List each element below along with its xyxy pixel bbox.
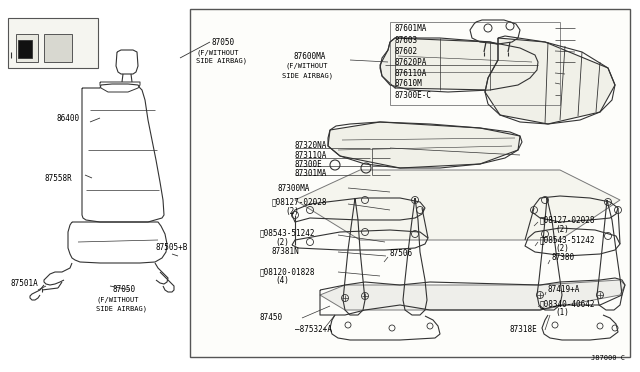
Text: Ⓢ08543-51242: Ⓢ08543-51242 [260,228,316,237]
Text: 87300MA: 87300MA [278,183,310,192]
Text: Ⓢ08543-51242: Ⓢ08543-51242 [540,235,595,244]
Text: 87620PA: 87620PA [395,58,428,67]
Text: (F/WITHOUT: (F/WITHOUT [96,297,138,303]
Bar [390,22,560,105]
Text: 87602: 87602 [395,46,418,55]
Text: 87300E-C: 87300E-C [395,90,432,99]
Text: SIDE AIRBAG): SIDE AIRBAG) [196,58,247,64]
Text: 87501A: 87501A [10,279,38,289]
Text: (2): (2) [555,244,569,253]
Text: —87532+A: —87532+A [295,326,332,334]
Text: 87311QA: 87311QA [295,151,328,160]
Text: SIDE AIRBAG): SIDE AIRBAG) [96,306,147,312]
Polygon shape [485,38,615,124]
Text: 87301MA: 87301MA [295,169,328,177]
Text: 87610M: 87610M [395,78,423,87]
Text: 87050: 87050 [112,285,135,295]
Text: J87000 C: J87000 C [591,355,625,361]
Text: 87050: 87050 [212,38,235,46]
Text: SIDE AIRBAG): SIDE AIRBAG) [282,73,333,79]
Polygon shape [295,170,620,240]
Text: 87450: 87450 [260,314,283,323]
Text: Ⓑ08120-01828: Ⓑ08120-01828 [260,267,316,276]
Text: Ⓢ08340-40642: Ⓢ08340-40642 [540,299,595,308]
Text: (2): (2) [275,237,289,247]
Text: (1): (1) [555,308,569,317]
Bar [190,9,630,357]
Text: 87381N: 87381N [272,247,300,257]
Text: 87603: 87603 [395,35,418,45]
Text: 87380: 87380 [552,253,575,263]
Polygon shape [320,280,625,310]
Text: 87320NA: 87320NA [295,141,328,150]
Text: 87611OA: 87611OA [395,68,428,77]
Bar [18,40,32,58]
Text: 87505+B: 87505+B [155,244,188,253]
Text: (4): (4) [275,276,289,285]
Text: 87318E: 87318E [510,326,538,334]
Text: 87601MA: 87601MA [395,23,428,32]
Text: (F/WITHOUT: (F/WITHOUT [286,63,328,69]
Text: 86400: 86400 [56,113,79,122]
Text: 87300E: 87300E [295,160,323,169]
Text: Ⓑ08127-02028: Ⓑ08127-02028 [540,215,595,224]
Text: 87506: 87506 [390,250,413,259]
Text: (2): (2) [555,224,569,234]
Bar [8,18,98,68]
Text: 87600MA: 87600MA [294,51,326,61]
Text: 87419+A: 87419+A [548,285,580,295]
Text: (2): (2) [285,206,299,215]
Text: (F/WITHOUT: (F/WITHOUT [196,50,239,56]
Polygon shape [328,122,520,168]
Text: Ⓑ08127-02028: Ⓑ08127-02028 [272,198,328,206]
Bar [16,34,38,62]
Polygon shape [380,38,538,90]
Text: 87558R: 87558R [44,173,72,183]
Bar [44,34,72,62]
